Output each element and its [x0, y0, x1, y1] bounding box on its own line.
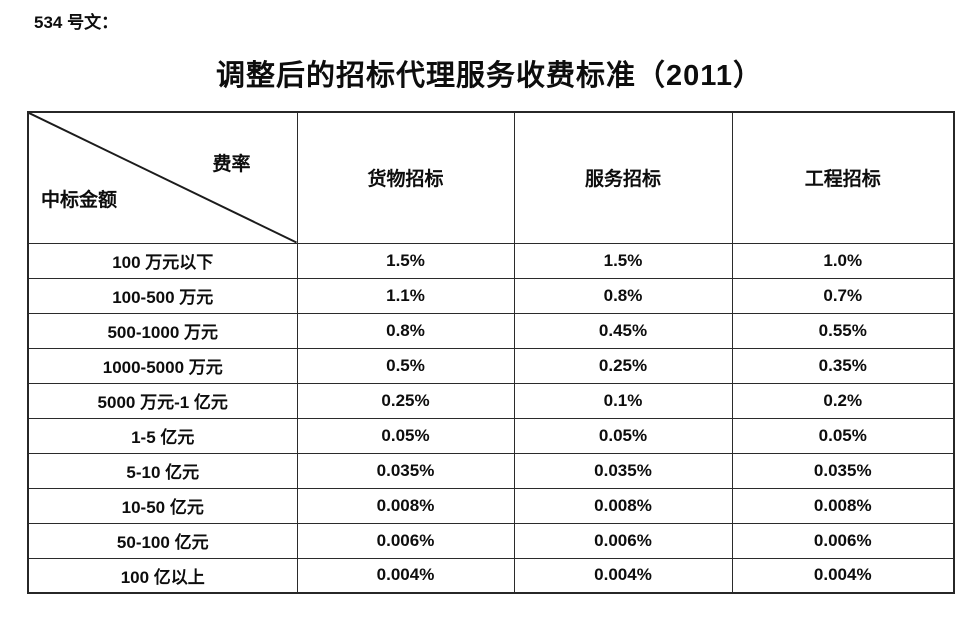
amount-range-cell: 5000 万元-1 亿元	[27, 382, 298, 419]
amount-range-cell: 10-50 亿元	[27, 487, 298, 524]
header-row: 费率 中标金额 货物招标 服务招标 工程招标	[27, 111, 955, 244]
table-row: 100 万元以下 1.5% 1.5% 1.0%	[27, 242, 955, 279]
engineering-rate-cell: 0.35%	[731, 347, 955, 384]
engineering-rate-cell: 0.006%	[731, 522, 955, 559]
column-header-service-bidding: 服务招标	[513, 111, 733, 244]
goods-rate-cell: 0.5%	[296, 347, 515, 384]
engineering-rate-cell: 0.008%	[731, 487, 955, 524]
goods-rate-cell: 1.1%	[296, 277, 515, 314]
column-header-goods-bidding: 货物招标	[296, 111, 515, 244]
page-title: 调整后的招标代理服务收费标准（2011）	[216, 60, 763, 92]
corner-header-cell: 费率 中标金额	[27, 111, 298, 244]
service-rate-cell: 0.25%	[513, 347, 733, 384]
amount-range-cell: 1000-5000 万元	[27, 347, 298, 384]
goods-rate-cell: 0.006%	[296, 522, 515, 559]
engineering-rate-cell: 0.7%	[731, 277, 955, 314]
goods-rate-cell: 0.8%	[296, 312, 515, 349]
table-row: 10-50 亿元 0.008% 0.008% 0.008%	[27, 487, 955, 524]
goods-rate-cell: 0.004%	[296, 557, 515, 594]
goods-rate-cell: 1.5%	[296, 242, 515, 279]
service-rate-cell: 0.05%	[513, 417, 733, 454]
corner-amount-label: 中标金额	[41, 190, 118, 211]
engineering-rate-cell: 0.55%	[731, 312, 955, 349]
engineering-rate-cell: 0.004%	[731, 557, 955, 594]
amount-range-cell: 100 万元以下	[27, 242, 298, 279]
table-row: 1-5 亿元 0.05% 0.05% 0.05%	[27, 417, 955, 454]
service-rate-cell: 0.45%	[513, 312, 733, 349]
corner-rate-label: 费率	[212, 154, 251, 175]
amount-range-cell: 50-100 亿元	[27, 522, 298, 559]
diagonal-divider-line	[29, 113, 297, 243]
goods-rate-cell: 0.008%	[296, 487, 515, 524]
goods-rate-cell: 0.05%	[296, 417, 515, 454]
service-rate-cell: 0.8%	[513, 277, 733, 314]
engineering-rate-cell: 0.2%	[731, 382, 955, 419]
table-row: 5-10 亿元 0.035% 0.035% 0.035%	[27, 452, 955, 489]
goods-rate-cell: 0.035%	[296, 452, 515, 489]
service-rate-cell: 0.004%	[513, 557, 733, 594]
service-rate-cell: 0.006%	[513, 522, 733, 559]
column-header-engineering-bidding: 工程招标	[731, 111, 955, 244]
table-row: 50-100 亿元 0.006% 0.006% 0.006%	[27, 522, 955, 559]
goods-rate-cell: 0.25%	[296, 382, 515, 419]
amount-range-cell: 100-500 万元	[27, 277, 298, 314]
service-rate-cell: 0.008%	[513, 487, 733, 524]
service-rate-cell: 0.035%	[513, 452, 733, 489]
table-row: 100-500 万元 1.1% 0.8% 0.7%	[27, 277, 955, 314]
amount-range-cell: 1-5 亿元	[27, 417, 298, 454]
amount-range-cell: 500-1000 万元	[27, 312, 298, 349]
amount-range-cell: 5-10 亿元	[27, 452, 298, 489]
doc-ref: 534 号文：	[34, 13, 119, 32]
table-row: 100 亿以上 0.004% 0.004% 0.004%	[27, 557, 955, 594]
table-row: 1000-5000 万元 0.5% 0.25% 0.35%	[27, 347, 955, 384]
amount-range-cell: 100 亿以上	[27, 557, 298, 594]
fee-table: 费率 中标金额 货物招标 服务招标 工程招标 100 万元以下 1.5% 1.5% 1…	[27, 111, 955, 594]
service-rate-cell: 1.5%	[513, 242, 733, 279]
table-row: 500-1000 万元 0.8% 0.45% 0.55%	[27, 312, 955, 349]
service-rate-cell: 0.1%	[513, 382, 733, 419]
engineering-rate-cell: 0.05%	[731, 417, 955, 454]
fee-table-body: 100 万元以下 1.5% 1.5% 1.0% 100-500 万元 1.1% 0.8% 0.…	[27, 242, 955, 594]
table-row: 5000 万元-1 亿元 0.25% 0.1% 0.2%	[27, 382, 955, 419]
engineering-rate-cell: 1.0%	[731, 242, 955, 279]
engineering-rate-cell: 0.035%	[731, 452, 955, 489]
